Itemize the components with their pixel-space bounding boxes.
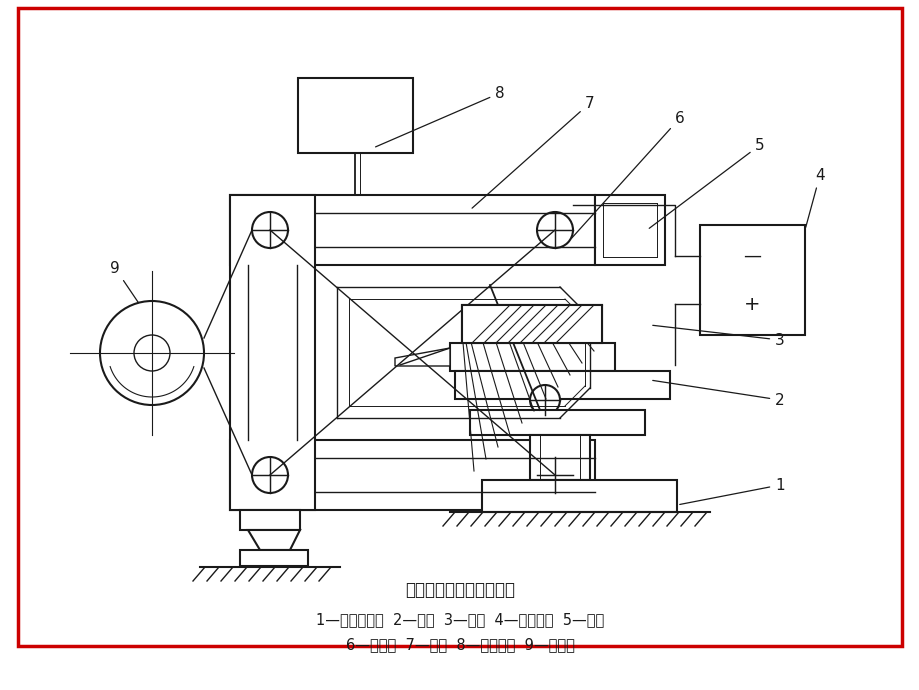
Text: 4: 4 (805, 168, 824, 227)
Bar (449, 343, 614, 371)
Text: 2: 2 (652, 380, 784, 408)
Text: 3: 3 (652, 325, 784, 348)
Bar (240, 510, 300, 530)
Text: 6—电极丝  7—丝架  8—工作液箱  9—贮丝筒: 6—电极丝 7—丝架 8—工作液箱 9—贮丝筒 (346, 638, 573, 653)
Bar (595, 195, 664, 265)
Text: —: — (743, 247, 760, 265)
Bar (461, 305, 601, 343)
Bar (230, 195, 595, 265)
Text: 7: 7 (471, 95, 595, 208)
Circle shape (252, 212, 288, 248)
Polygon shape (394, 348, 449, 366)
Bar (230, 195, 314, 510)
Text: 6: 6 (572, 110, 684, 238)
Text: 9: 9 (110, 261, 138, 303)
Circle shape (252, 457, 288, 493)
Bar (529, 435, 589, 480)
Bar (230, 440, 595, 510)
Bar (455, 371, 669, 399)
Polygon shape (248, 530, 300, 550)
Bar (482, 480, 676, 512)
Text: 电火花线切割加工示意图: 电火花线切割加工示意图 (404, 581, 515, 599)
Text: 5: 5 (649, 137, 764, 228)
Bar (699, 225, 804, 335)
Text: 1—坐标工作台  2—夹具  3—工件  4—脉冲电源  5—导轮: 1—坐标工作台 2—夹具 3—工件 4—脉冲电源 5—导轮 (315, 613, 604, 627)
Circle shape (529, 385, 560, 415)
Text: 8: 8 (375, 86, 505, 147)
Bar (298, 78, 413, 153)
Bar (470, 410, 644, 435)
Text: 1: 1 (679, 477, 784, 504)
Circle shape (537, 212, 573, 248)
Circle shape (100, 301, 204, 405)
Bar (240, 550, 308, 566)
Circle shape (537, 457, 573, 493)
Text: +: + (743, 295, 759, 314)
Circle shape (134, 335, 170, 371)
Bar (461, 305, 601, 343)
